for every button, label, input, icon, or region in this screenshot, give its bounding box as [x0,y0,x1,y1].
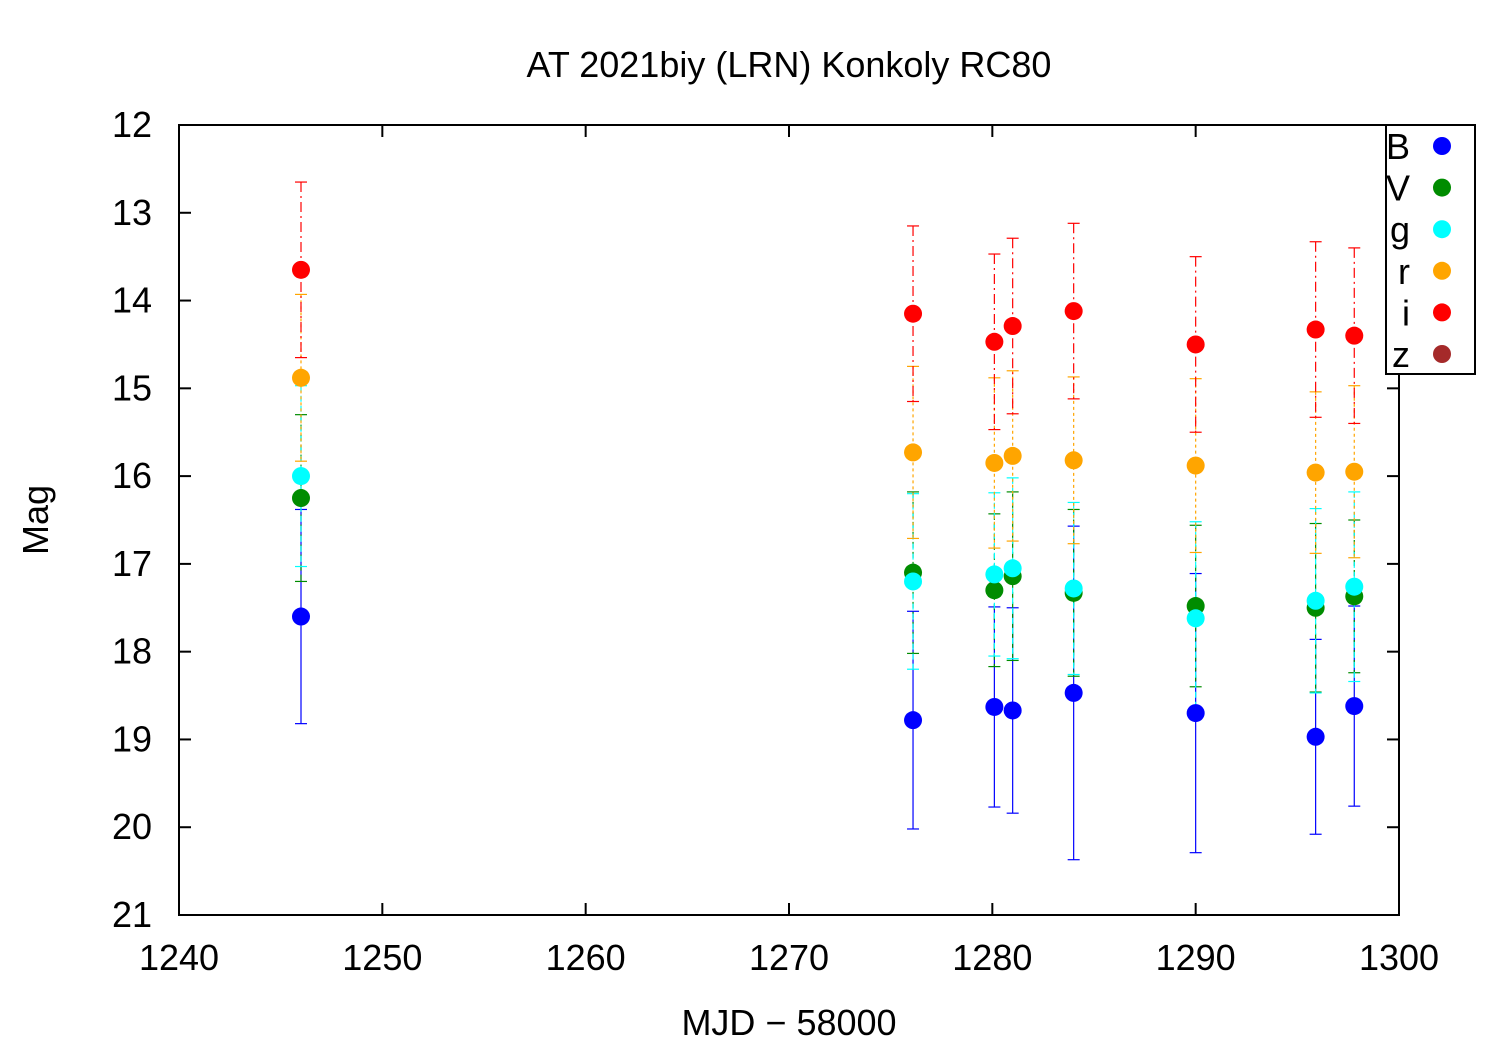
y-tick-label: 18 [112,631,152,672]
legend-box [1385,124,1476,375]
y-tick-label: 14 [112,280,152,321]
data-point-r [985,453,1004,472]
y-tick-label: 16 [112,455,152,496]
data-point-r [1345,462,1364,481]
data-point-g [904,572,923,591]
legend-label-z: z [1392,334,1410,375]
legend-label-g: g [1390,209,1410,250]
data-point-B [1345,697,1364,716]
data-point-i [1003,317,1022,336]
data-point-i [1186,335,1205,354]
data-point-r [292,368,310,387]
data-point-r [1064,451,1083,470]
legend-marker-i [1433,303,1451,322]
x-axis-label: MJD − 58000 [681,1002,896,1043]
y-tick-label: 13 [112,192,152,233]
x-tick-label: 1290 [1156,937,1236,978]
error-bars [295,181,1361,861]
y-axis-label: Mag [15,485,56,555]
data-point-g [1003,559,1022,578]
data-point-g [1345,577,1364,596]
axis-ticks: 1240 1250 1260 1270 1280 1290 1300 12 13 14 15 16 17… [112,104,1439,978]
data-point-g [1064,579,1083,598]
data-point-r [904,443,923,462]
data-point-r [1186,456,1205,475]
data-point-i [1306,320,1325,339]
y-tick-label: 19 [112,718,152,759]
data-point-B [904,711,923,730]
data-point-g [1186,609,1205,628]
y-tick-label: 20 [112,806,152,847]
legend-marker-g [1433,220,1451,239]
x-tick-label: 1280 [952,937,1032,978]
chart-title: AT 2021biy (LRN) Konkoly RC80 [527,44,1052,85]
x-tick-label: 1260 [546,937,626,978]
data-point-B [292,607,310,626]
y-tick-label: 17 [112,543,152,584]
legend-marker-V [1433,178,1451,197]
x-tick-label: 1250 [342,937,422,978]
data-point-B [1306,727,1325,746]
legend-marker-z [1433,345,1451,363]
x-tick-label: 1240 [139,937,219,978]
data-point-V [292,489,310,508]
data-point-g [292,467,310,486]
data-point-r [1306,463,1325,482]
data-point-B [1064,683,1083,702]
data-point-V [985,581,1004,600]
y-tick-label: 15 [112,367,152,408]
data-point-r [1003,446,1022,465]
y-tick-label: 12 [112,104,152,145]
plot-frame [178,124,1400,916]
x-tick-label: 1300 [1359,937,1439,978]
legend-marker-r [1433,261,1451,280]
data-points [292,260,1364,746]
data-point-g [1306,591,1325,610]
data-point-B [1003,701,1022,720]
legend-label-r: r [1398,251,1410,292]
legend-label-i: i [1402,292,1410,333]
data-point-B [1186,704,1205,723]
legend-label-B: B [1386,126,1410,167]
data-point-i [985,332,1004,351]
y-tick-label: 21 [112,894,152,935]
data-point-i [1345,326,1364,345]
data-point-B [985,697,1004,716]
data-point-g [985,565,1004,584]
legend-marker-B [1433,137,1451,155]
data-point-i [292,260,310,279]
data-point-i [1064,302,1083,321]
x-tick-label: 1270 [749,937,829,978]
data-point-i [904,304,923,323]
legend-label-V: V [1386,168,1410,209]
